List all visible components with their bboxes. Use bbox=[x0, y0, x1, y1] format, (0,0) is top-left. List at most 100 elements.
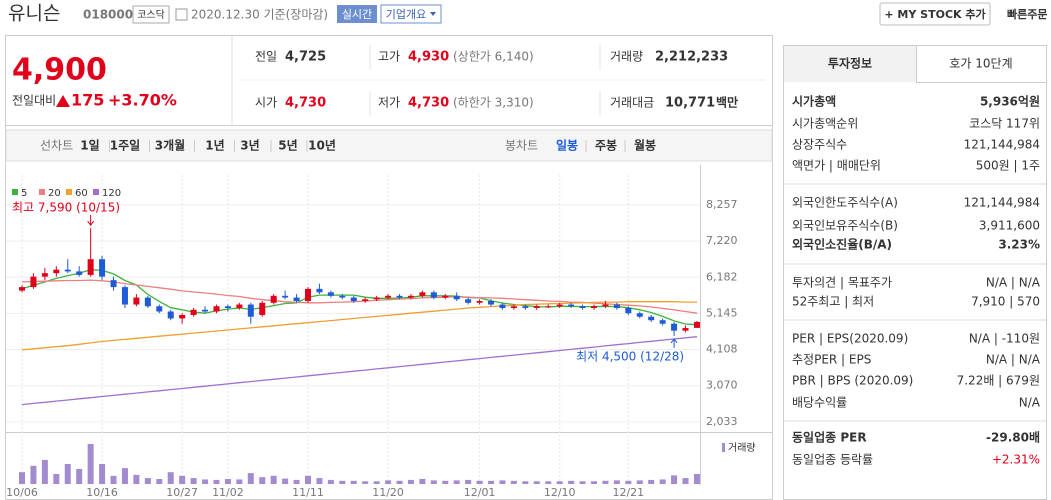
candle-body bbox=[671, 323, 678, 331]
volume-bar bbox=[19, 472, 25, 484]
candle-body bbox=[202, 309, 209, 312]
x-tick-label: 10/06 bbox=[6, 486, 38, 499]
candle-body bbox=[602, 304, 609, 307]
line-label: 선차트 bbox=[40, 139, 73, 153]
volume-bar bbox=[591, 481, 597, 484]
quote-label: 전일 bbox=[255, 50, 277, 64]
info-value: N/A | -110원 bbox=[969, 332, 1040, 346]
tab-active[interactable] bbox=[784, 46, 916, 82]
candle-body bbox=[350, 297, 357, 302]
volume-label: 거래량 bbox=[728, 442, 756, 454]
candle-body bbox=[316, 288, 323, 293]
candle-body bbox=[510, 306, 517, 309]
mystock-button[interactable] bbox=[879, 2, 991, 26]
quick-order[interactable]: 빠른주문 bbox=[1007, 7, 1047, 21]
info-label: PER | EPS(2020.09) bbox=[792, 332, 908, 346]
volume-legend bbox=[722, 443, 725, 452]
volume-bar bbox=[602, 480, 609, 484]
period[interactable]: 5년 bbox=[278, 139, 297, 153]
x-tick-label: 11/11 bbox=[292, 486, 324, 499]
company-button[interactable] bbox=[380, 4, 442, 24]
period[interactable]: 일봉 bbox=[556, 139, 578, 153]
candle-body bbox=[591, 306, 597, 309]
volume-bar bbox=[488, 480, 495, 484]
info-value: 코스닥 117위 bbox=[969, 117, 1040, 131]
volume-bar bbox=[190, 478, 197, 484]
candle-body bbox=[636, 313, 643, 317]
quote-value: 10,771 bbox=[665, 96, 715, 111]
candle-body bbox=[270, 295, 277, 303]
volume-bar bbox=[385, 480, 392, 484]
quote-label: 저가 bbox=[378, 96, 400, 110]
info-label: 시가총액순위 bbox=[792, 117, 858, 131]
candle-body bbox=[247, 304, 254, 317]
volume-bar bbox=[396, 480, 403, 484]
realtime[interactable]: 실시간 bbox=[342, 8, 372, 21]
x-tick-label: 10/16 bbox=[86, 486, 118, 499]
legend-label: 20 bbox=[48, 188, 61, 199]
volume-bar bbox=[213, 479, 220, 484]
volume-bar bbox=[625, 480, 632, 484]
volume-bar bbox=[693, 473, 700, 484]
volume-bar bbox=[579, 481, 586, 484]
volume-bar bbox=[533, 481, 540, 484]
candle-body bbox=[64, 269, 71, 272]
volume-bar bbox=[465, 479, 472, 484]
candle-body bbox=[556, 304, 563, 307]
volume-bar bbox=[476, 480, 483, 484]
info-label: 52주최고 | 최저 bbox=[792, 295, 874, 309]
company[interactable]: 기업개요 bbox=[386, 8, 426, 21]
period[interactable]: 3개월 bbox=[155, 138, 185, 153]
candle-body bbox=[133, 297, 140, 305]
current-price: 4,900 bbox=[12, 53, 107, 88]
legend-label: 5 bbox=[21, 188, 27, 199]
candle-body bbox=[121, 287, 128, 305]
volume-bar bbox=[636, 480, 643, 484]
dropdown-arrow bbox=[430, 12, 436, 16]
info-label: 투자의견 | 목표주가 bbox=[792, 276, 892, 290]
period[interactable]: 주봉 bbox=[595, 139, 617, 153]
info-value: 7.22배 | 679원 bbox=[957, 374, 1040, 388]
candle-body bbox=[407, 295, 414, 298]
period[interactable]: 1주일 bbox=[110, 139, 140, 153]
volume-bar bbox=[339, 480, 346, 484]
volume-bar bbox=[522, 481, 529, 484]
quote-note: (상한가 6,140) bbox=[453, 50, 534, 64]
volume-bar bbox=[648, 479, 655, 484]
info-value: +2.31% bbox=[992, 453, 1040, 467]
volume-bar bbox=[41, 459, 48, 484]
mystock[interactable]: + MY STOCK 추가 bbox=[884, 7, 985, 21]
candle-body bbox=[293, 297, 300, 302]
tab[interactable]: 호가 10단계 bbox=[949, 57, 1012, 71]
candle-body bbox=[236, 304, 243, 309]
tab[interactable]: 투자정보 bbox=[828, 56, 872, 71]
realtime-badge[interactable] bbox=[337, 5, 377, 23]
volume-bar bbox=[430, 480, 437, 484]
candle-body bbox=[625, 308, 632, 314]
candle-body bbox=[419, 292, 426, 296]
change-label: 전일대비 bbox=[12, 94, 56, 108]
volume-bar bbox=[156, 479, 163, 484]
annotation-high: 최고 7,590 (10/15) bbox=[12, 201, 120, 215]
period[interactable]: 1년 bbox=[205, 139, 224, 153]
period[interactable]: 월봉 bbox=[634, 138, 656, 153]
volume-bar bbox=[659, 479, 666, 484]
info-value: 7,910 | 570 bbox=[971, 295, 1040, 309]
volume-bar bbox=[373, 481, 380, 484]
volume-bar bbox=[53, 474, 60, 484]
volume-bar bbox=[305, 475, 311, 484]
period[interactable]: 3년 bbox=[240, 139, 259, 153]
period[interactable]: 10년 bbox=[308, 139, 336, 153]
volume-bar bbox=[202, 479, 209, 484]
candle-body bbox=[373, 297, 380, 300]
annotation-arrow bbox=[670, 338, 678, 348]
stock-code: 018000 bbox=[83, 8, 133, 22]
market-badge bbox=[132, 5, 170, 24]
legend-swatch bbox=[66, 189, 72, 195]
quote-value: 4,730 bbox=[408, 96, 449, 111]
legend-swatch bbox=[39, 189, 45, 195]
candle-body bbox=[190, 309, 197, 315]
legend-swatch bbox=[12, 189, 18, 195]
ma-line bbox=[21, 336, 698, 406]
period[interactable]: 1일 bbox=[80, 139, 99, 153]
